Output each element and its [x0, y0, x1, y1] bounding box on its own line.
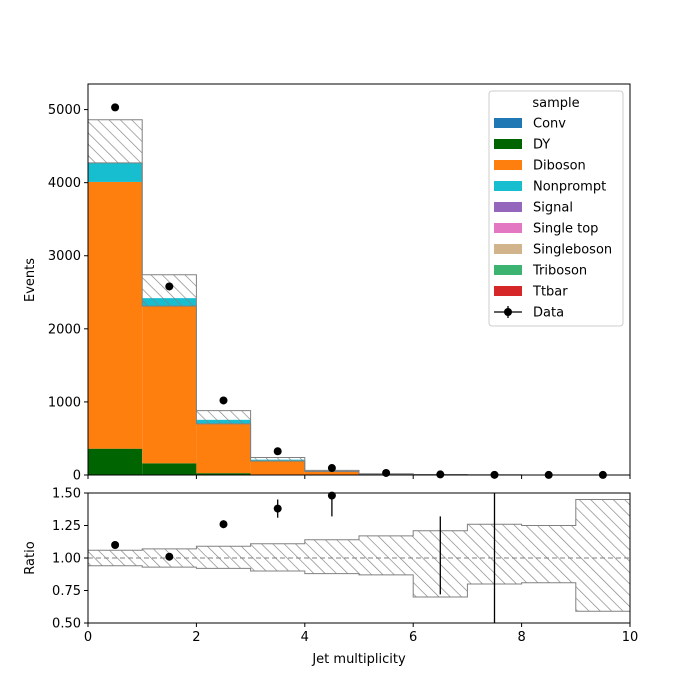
ratio-y-ticks: 0.50 0.75 1.00 1.25 1.50 — [52, 487, 88, 632]
stacked-bars — [88, 162, 522, 475]
bar-diboson-bin-3 — [250, 460, 305, 475]
bar-dy-bin-1 — [142, 463, 197, 475]
legend-label: Data — [533, 306, 564, 321]
x-tick-label: 0 — [84, 630, 92, 645]
legend-label: DY — [533, 138, 550, 153]
ratio-band-bin-2 — [196, 546, 251, 569]
x-tick-label: 6 — [409, 630, 417, 645]
legend-frame — [488, 90, 624, 327]
y-tick-label: 2000 — [48, 322, 81, 337]
bar-nonprompt-bin-0 — [88, 162, 143, 182]
legend-label: Single top — [533, 222, 598, 237]
legend-swatch-diboson — [494, 160, 522, 170]
ratio-y-tick-label: 0.75 — [52, 584, 81, 599]
uncertainty-bin-2 — [196, 410, 251, 424]
x-tick-label: 8 — [517, 630, 525, 645]
legend-label: Singleboson — [533, 243, 612, 258]
ratio-band-bin-3 — [250, 543, 305, 571]
y-tick-label: 4000 — [48, 176, 81, 191]
x-tick-label: 4 — [301, 630, 309, 645]
uncertainty-bin-1 — [142, 274, 197, 307]
ratio-x-ticks: 0 2 4 6 8 10 — [84, 623, 638, 645]
y-tick-label: 3000 — [48, 249, 81, 264]
bar-diboson-bin-2 — [196, 423, 251, 474]
main-plot-frame — [87, 83, 631, 476]
ratio-points — [111, 491, 496, 623]
ratio-point — [219, 520, 228, 529]
bar-diboson-bin-4 — [304, 471, 359, 475]
bar-dy-bin-2 — [196, 473, 251, 475]
ratio-y-axis-label: Ratio — [23, 541, 38, 574]
data-point — [436, 470, 445, 479]
uncertainty-bin-3 — [250, 457, 305, 462]
legend-label: Nonprompt — [533, 180, 606, 195]
ratio-band-lower-edge — [88, 565, 630, 612]
legend-swatch-ttbar — [494, 286, 522, 296]
legend-swatch-conv — [494, 118, 522, 128]
ratio-y-tick-label: 1.25 — [52, 519, 81, 534]
main-y-axis-label: Events — [23, 258, 38, 302]
data-point — [327, 464, 336, 473]
x-tick-label: 2 — [192, 630, 200, 645]
bar-diboson-bin-0 — [88, 181, 143, 449]
ratio-point — [165, 552, 174, 561]
data-points — [111, 103, 607, 479]
legend-label: Ttbar — [532, 285, 568, 300]
ratio-y-tick-label: 1.50 — [52, 487, 81, 502]
bar-diboson-bin-1 — [142, 306, 197, 464]
ratio-y-tick-label: 1.00 — [52, 552, 81, 567]
data-point — [165, 282, 174, 291]
bar-dy-bin-0 — [88, 448, 143, 475]
data-point — [111, 103, 120, 112]
y-tick-label: 0 — [73, 469, 81, 484]
main-panel: 0 1000 2000 3000 4000 5000 Events — [23, 83, 631, 484]
legend-data-marker — [504, 308, 512, 316]
legend-swatch-singleboson — [494, 244, 522, 254]
data-point — [219, 396, 228, 405]
main-x-ticks — [87, 475, 631, 479]
legend-label: Signal — [533, 201, 573, 216]
ratio-band-bin-4 — [304, 539, 359, 574]
legend-swatch-nonprompt — [494, 181, 522, 191]
ratio-point — [111, 541, 120, 549]
ratio-band-bin-5 — [359, 535, 414, 575]
ratio-band-upper-edge — [88, 499, 630, 551]
legend-swatch-triboson — [494, 265, 522, 275]
main-y-ticks: 0 1000 2000 3000 4000 5000 — [48, 103, 88, 484]
ratio-point — [273, 504, 282, 513]
legend: sample Conv DY Diboson Nonprompt Signal Singl… — [488, 90, 624, 327]
y-tick-label: 1000 — [48, 395, 81, 410]
legend-swatch-single-top — [494, 223, 522, 233]
ratio-band-bin-9 — [575, 499, 630, 612]
uncertainty-band — [88, 119, 630, 476]
legend-label: Triboson — [532, 264, 587, 279]
ratio-panel: 0.50 0.75 1.00 1.25 1.50 0 2 4 6 8 10 Ratio Jet m… — [23, 487, 638, 668]
ratio-y-tick-label: 0.50 — [52, 617, 81, 632]
ratio-point — [327, 491, 336, 500]
ratio-uncertainty-band — [88, 499, 630, 612]
ratio-band-bin-8 — [521, 525, 576, 583]
data-point — [273, 447, 282, 456]
data-point — [382, 468, 391, 477]
x-tick-label: 10 — [622, 630, 639, 645]
legend-label: Conv — [533, 117, 566, 132]
legend-title: sample — [532, 96, 579, 111]
uncertainty-bin-0 — [88, 119, 143, 163]
legend-swatch-signal — [494, 202, 522, 212]
legend-label: Diboson — [533, 159, 586, 174]
y-tick-label: 5000 — [48, 103, 81, 118]
x-axis-label: Jet multiplicity — [311, 652, 406, 667]
legend-swatch-dy — [494, 139, 522, 149]
